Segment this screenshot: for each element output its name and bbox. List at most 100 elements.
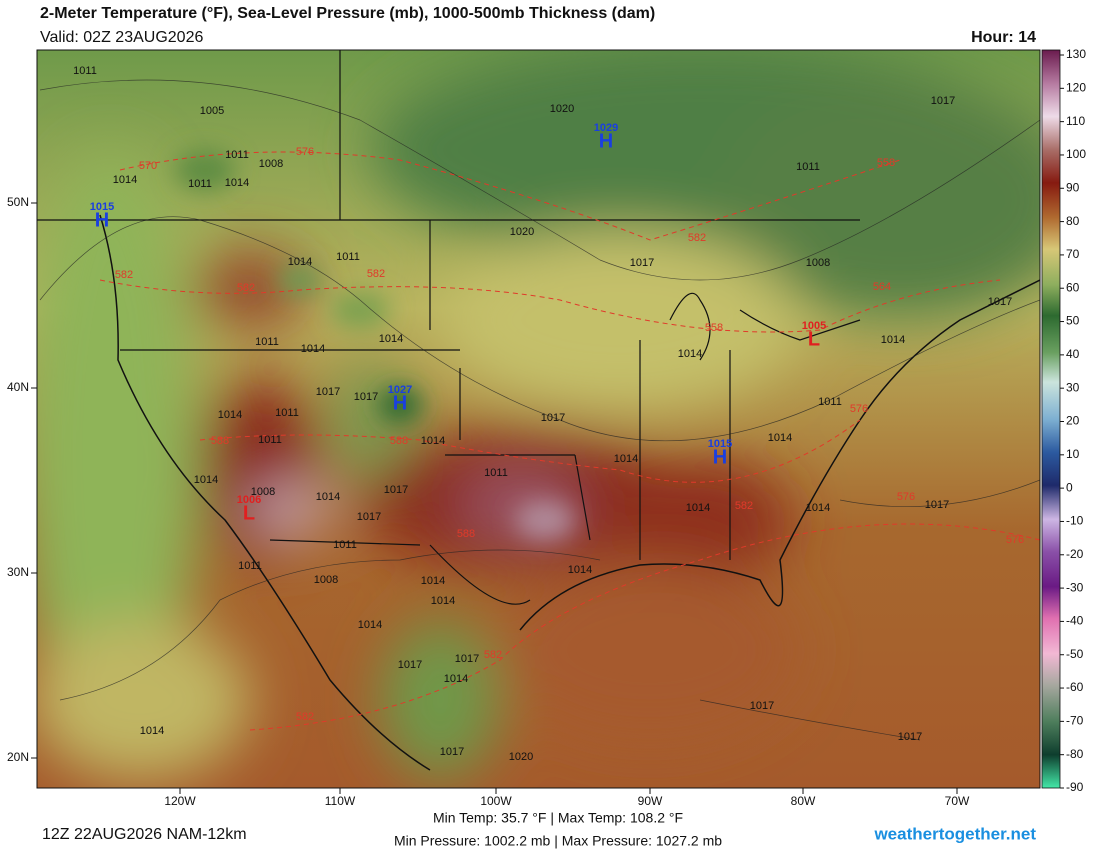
isobar-label: 1011 — [818, 396, 842, 408]
thickness-label: 582 — [237, 282, 255, 294]
map-frame — [36, 49, 1041, 789]
isobar-label: 1014 — [421, 575, 445, 587]
high-pressure-symbol: H — [599, 130, 613, 152]
map-labels: 1011 1005 1011 1008 1014 1011 1014 1020 1017 1011… — [73, 65, 1024, 763]
isobar-label: 1014 — [218, 409, 242, 421]
high-pressure-symbol: H — [713, 446, 727, 468]
high-pressure-value: 1015 — [90, 201, 114, 213]
isobar-label: 1014 — [225, 177, 249, 189]
low-pressure-symbol: L — [808, 328, 820, 350]
thickness-label: 582 — [367, 268, 385, 280]
colorbar-label: 70 — [1066, 247, 1080, 261]
temperature-shading — [37, 50, 1040, 780]
isobar-label: 1014 — [194, 474, 218, 486]
thickness-label: 576 — [296, 146, 314, 158]
colorbar-label: 0 — [1066, 480, 1073, 494]
colorbar-label: -30 — [1066, 580, 1084, 594]
isobar-label: 1017 — [541, 412, 565, 424]
colorbar-label: 60 — [1066, 280, 1080, 294]
isobar-label: 1011 — [255, 336, 279, 348]
isobar-label: 1014 — [301, 343, 325, 355]
isobar-label: 1008 — [314, 574, 338, 586]
low-pressure-value: 1006 — [237, 494, 261, 506]
thickness-label: 582 — [688, 232, 706, 244]
thickness-label: 558 — [705, 322, 723, 334]
colorbar-label: 30 — [1066, 380, 1080, 394]
isobar-label: 1020 — [550, 103, 574, 115]
isobar-label: 1014 — [568, 564, 592, 576]
colorbar-label: 20 — [1066, 414, 1080, 428]
isobars — [39, 79, 1040, 741]
colorbar — [1041, 49, 1061, 789]
isobar-label: 1014 — [881, 334, 905, 346]
thickness-contours — [99, 151, 1040, 731]
isobar-label: 1011 — [73, 65, 97, 77]
forecast-hour: Hour: 14 — [971, 29, 1036, 46]
isobar-label: 1017 — [630, 257, 654, 269]
isobar-label: 1017 — [455, 653, 479, 665]
thickness-label: 576 — [850, 403, 868, 415]
lat-label: 20N — [7, 750, 29, 764]
isobar-label: 1011 — [333, 539, 357, 551]
isobar-label: 1017 — [925, 499, 949, 511]
colorbar-label: -10 — [1066, 514, 1084, 528]
isobar-label: 1011 — [336, 251, 360, 263]
colorbar-label: 120 — [1066, 80, 1086, 94]
title: 2-Meter Temperature (°F), Sea-Level Pres… — [40, 5, 655, 22]
isobar-label: 1014 — [768, 432, 792, 444]
thickness-label: 576 — [897, 491, 915, 503]
high-pressure-symbol: H — [95, 209, 109, 231]
colorbar-label: 110 — [1066, 114, 1085, 128]
isobar-label: 1008 — [259, 158, 283, 170]
thickness-label: 582 — [115, 269, 133, 281]
isobar-label: 1020 — [509, 751, 533, 763]
colorbar-label: 40 — [1066, 347, 1080, 361]
model-run: 12Z 22AUG2026 NAM-12km — [42, 826, 247, 843]
isobar-label: 1008 — [806, 257, 830, 269]
isobar-label: 1011 — [796, 161, 820, 173]
high-pressure-symbol: H — [393, 392, 407, 414]
colorbar-label: -90 — [1066, 780, 1084, 794]
isobar-label: 1005 — [200, 105, 224, 117]
terrain-detail — [175, 150, 575, 540]
isobar-label: 1017 — [357, 511, 381, 523]
high-pressure-value: 1029 — [594, 122, 618, 134]
colorbar-label: 50 — [1066, 314, 1080, 328]
isobar-label: 1014 — [806, 502, 830, 514]
isobar-label: 1011 — [258, 434, 282, 446]
temp-range: Min Temp: 35.7 °F | Max Temp: 108.2 °F — [433, 810, 683, 826]
isobar-label: 1017 — [316, 386, 340, 398]
isobar-label: 1017 — [931, 95, 955, 107]
isobar-label: 1017 — [440, 746, 464, 758]
colorbar-label: -20 — [1066, 547, 1084, 561]
isobar-label: 1017 — [988, 296, 1012, 308]
high-pressure-value: 1015 — [708, 438, 732, 450]
lat-label: 30N — [7, 565, 29, 579]
lon-label: 90W — [638, 794, 663, 808]
map: 1011 1005 1011 1008 1014 1011 1014 1020 1017 1011… — [37, 50, 1040, 788]
thickness-label: 582 — [484, 649, 502, 661]
isobar-label: 1017 — [898, 731, 922, 743]
low-pressure-value: 1005 — [802, 320, 826, 332]
isobar-label: 1014 — [358, 619, 382, 631]
isobar-label: 1014 — [678, 348, 702, 360]
thickness-label: 558 — [877, 157, 895, 169]
isobar-label: 1014 — [140, 725, 164, 737]
colorbar-label: 80 — [1066, 214, 1080, 228]
thickness-label: 588 — [390, 435, 408, 447]
isobar-label: 1011 — [275, 407, 299, 419]
isobar-label: 1011 — [188, 178, 212, 190]
high-pressure-value: 1027 — [388, 384, 412, 396]
isobar-label: 1014 — [288, 256, 312, 268]
isobar-label: 1014 — [379, 333, 403, 345]
isobar-label: 1017 — [354, 391, 378, 403]
colorbar-label: 100 — [1066, 147, 1086, 161]
isobar-label: 1011 — [484, 467, 508, 479]
isobar-label: 1017 — [750, 700, 774, 712]
isobar-label: 1017 — [398, 659, 422, 671]
isobar-label: 1014 — [113, 174, 137, 186]
colorbar-label: -40 — [1066, 614, 1084, 628]
lon-label: 120W — [164, 794, 196, 808]
isobar-label: 1014 — [431, 595, 455, 607]
lat-label: 50N — [7, 195, 29, 209]
